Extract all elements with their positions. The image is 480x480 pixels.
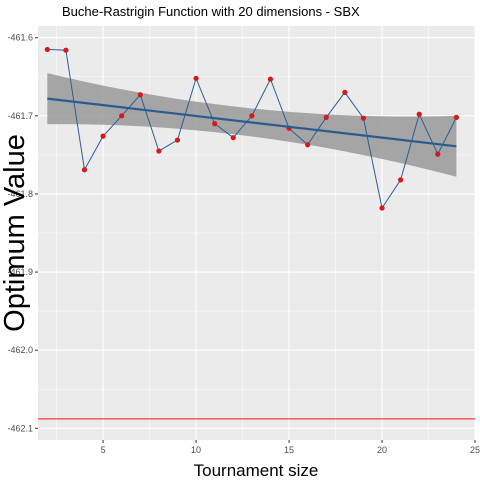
y-axis-label: Optimum Value [0,134,31,332]
data-point [360,115,367,121]
confidence-band-layer [47,73,457,177]
y-tick-label: -461.8 [7,189,33,199]
data-point [230,135,236,141]
data-point [44,46,50,53]
data-point [267,76,274,82]
major-gridlines [38,26,476,440]
data-point [212,121,218,127]
data-line-layer [44,46,460,211]
data-point [63,47,69,53]
confidence-band [47,73,457,177]
x-axis-ticks: 5 10 15 20 25 [101,440,480,455]
x-tick-label: 10 [191,445,201,455]
data-point [119,113,125,119]
y-tick-label: -461.9 [7,267,33,277]
data-point [100,133,106,139]
y-axis-ticks: -461.6 -461.7 -461.8 -461.9 -462.0 -462.1 [7,33,38,433]
x-tick-label: 20 [377,445,387,455]
data-point [249,113,255,119]
y-tick-label: -461.7 [7,111,33,121]
data-point [398,177,404,183]
data-point [453,114,460,120]
data-point [137,92,143,98]
chart-title: Buche-Rastrigin Function with 20 dimensi… [62,4,360,19]
x-tick-label: 15 [284,445,294,455]
data-point [435,151,441,157]
data-point [174,137,181,143]
data-point [379,205,385,211]
x-tick-label: 5 [101,445,106,455]
data-point [323,114,329,120]
data-point [81,167,88,173]
x-tick-label: 25 [470,445,480,455]
data-point [193,75,199,81]
data-point [156,148,162,154]
trend-line [47,97,457,148]
data-point [305,142,311,148]
data-point [416,111,422,117]
y-tick-label: -461.6 [7,33,33,43]
data-point [342,89,348,95]
y-tick-label: -462.0 [7,345,33,355]
x-axis-label: Tournament size [194,461,319,480]
trend-line-layer [47,97,457,148]
y-tick-label: -462.1 [7,423,33,433]
minor-gridlines [38,26,475,440]
